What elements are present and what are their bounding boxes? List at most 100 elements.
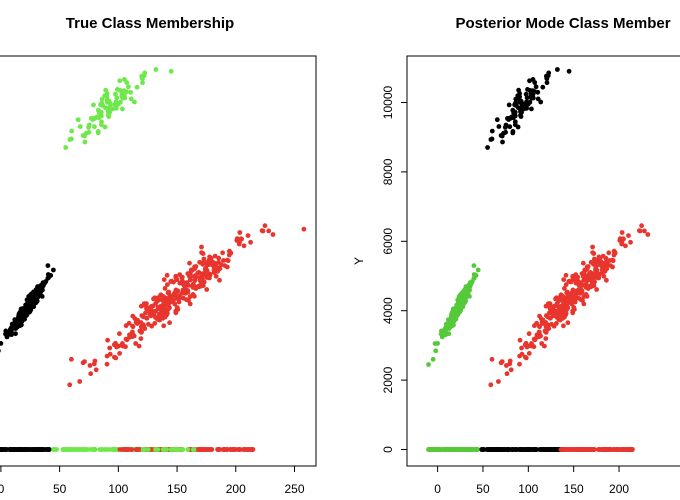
data-point xyxy=(563,272,569,278)
data-point xyxy=(573,272,579,277)
rug-point xyxy=(4,447,10,452)
y-tick-label: 8000 xyxy=(381,158,395,185)
rug-point xyxy=(463,447,468,452)
y-tick-label: 6000 xyxy=(381,228,395,255)
data-point xyxy=(572,293,578,299)
x-tick-label: 200 xyxy=(226,482,246,496)
data-point xyxy=(637,228,643,234)
rug-point xyxy=(596,447,602,452)
data-point xyxy=(77,379,83,384)
data-point xyxy=(113,91,118,97)
data-point xyxy=(623,243,628,249)
data-point xyxy=(527,78,532,84)
data-point xyxy=(585,277,590,283)
data-point xyxy=(220,250,226,256)
data-point xyxy=(626,233,631,239)
data-point xyxy=(117,78,123,84)
data-point xyxy=(496,379,501,384)
data-point xyxy=(517,361,522,367)
rug-point xyxy=(215,447,221,452)
data-point xyxy=(87,363,93,368)
data-point xyxy=(228,250,234,256)
data-point xyxy=(581,274,587,280)
data-point xyxy=(212,253,218,259)
rug-point xyxy=(141,447,147,452)
rug-point xyxy=(91,447,96,452)
rug-point xyxy=(46,447,52,452)
data-point xyxy=(534,320,539,326)
data-point xyxy=(92,115,98,121)
data-point xyxy=(165,290,171,296)
data-point xyxy=(140,80,145,86)
data-point xyxy=(553,311,559,317)
data-point xyxy=(471,263,477,268)
rug-point xyxy=(513,447,519,452)
data-point xyxy=(217,277,222,283)
rug-point xyxy=(426,447,432,452)
data-point xyxy=(561,277,567,282)
data-point xyxy=(540,317,546,323)
rug-point xyxy=(190,447,196,452)
data-point xyxy=(150,303,156,309)
data-point xyxy=(45,275,51,281)
data-point xyxy=(207,254,213,260)
rug-point xyxy=(470,447,475,452)
y-tick-label: 10000 xyxy=(381,85,395,119)
chart-posterior-mode-class: Posterior Mode Class Member Y 0 50 100 150 2… xyxy=(352,15,680,496)
data-point xyxy=(9,332,14,338)
data-point xyxy=(164,272,170,278)
data-point xyxy=(513,96,519,102)
data-point xyxy=(110,106,115,112)
data-point xyxy=(155,305,161,310)
data-point xyxy=(581,270,587,275)
data-point xyxy=(80,360,86,366)
data-point xyxy=(596,272,602,278)
data-point xyxy=(601,262,606,267)
data-point xyxy=(546,303,552,308)
chart-title: Posterior Mode Class Member xyxy=(455,15,670,32)
rug-point xyxy=(475,447,480,452)
data-point xyxy=(192,293,197,299)
data-point xyxy=(453,313,459,318)
data-point xyxy=(18,315,23,320)
rug-point xyxy=(537,447,543,452)
data-point xyxy=(69,136,74,142)
data-point xyxy=(471,275,477,281)
data-point xyxy=(86,129,92,135)
data-point xyxy=(543,336,549,341)
data-point xyxy=(188,270,193,275)
data-point xyxy=(519,345,524,351)
data-point xyxy=(526,331,532,337)
data-point xyxy=(107,101,113,106)
data-point xyxy=(475,267,481,273)
data-point xyxy=(139,313,145,318)
rug-point xyxy=(231,447,237,452)
data-point xyxy=(88,371,94,377)
data-point xyxy=(12,325,18,331)
rug-point xyxy=(32,447,38,452)
data-point xyxy=(544,80,550,86)
data-point xyxy=(201,256,207,262)
rug-point xyxy=(243,447,249,452)
data-point xyxy=(165,282,170,287)
data-point xyxy=(455,305,461,310)
rug-point xyxy=(97,447,103,452)
data-point xyxy=(524,95,530,101)
data-point xyxy=(583,285,589,290)
data-point xyxy=(107,345,113,351)
data-point xyxy=(594,287,599,292)
data-point xyxy=(245,233,251,239)
data-point xyxy=(158,312,164,318)
rug-point xyxy=(600,447,606,452)
data-point xyxy=(86,125,91,130)
data-point xyxy=(241,243,247,249)
rug-point xyxy=(123,447,129,452)
data-point xyxy=(111,342,117,348)
data-point xyxy=(161,277,167,282)
data-point xyxy=(102,124,108,130)
data-point xyxy=(138,336,144,341)
data-point xyxy=(152,321,158,326)
data-point xyxy=(523,91,529,97)
data-point xyxy=(139,73,145,79)
data-point xyxy=(237,239,242,245)
